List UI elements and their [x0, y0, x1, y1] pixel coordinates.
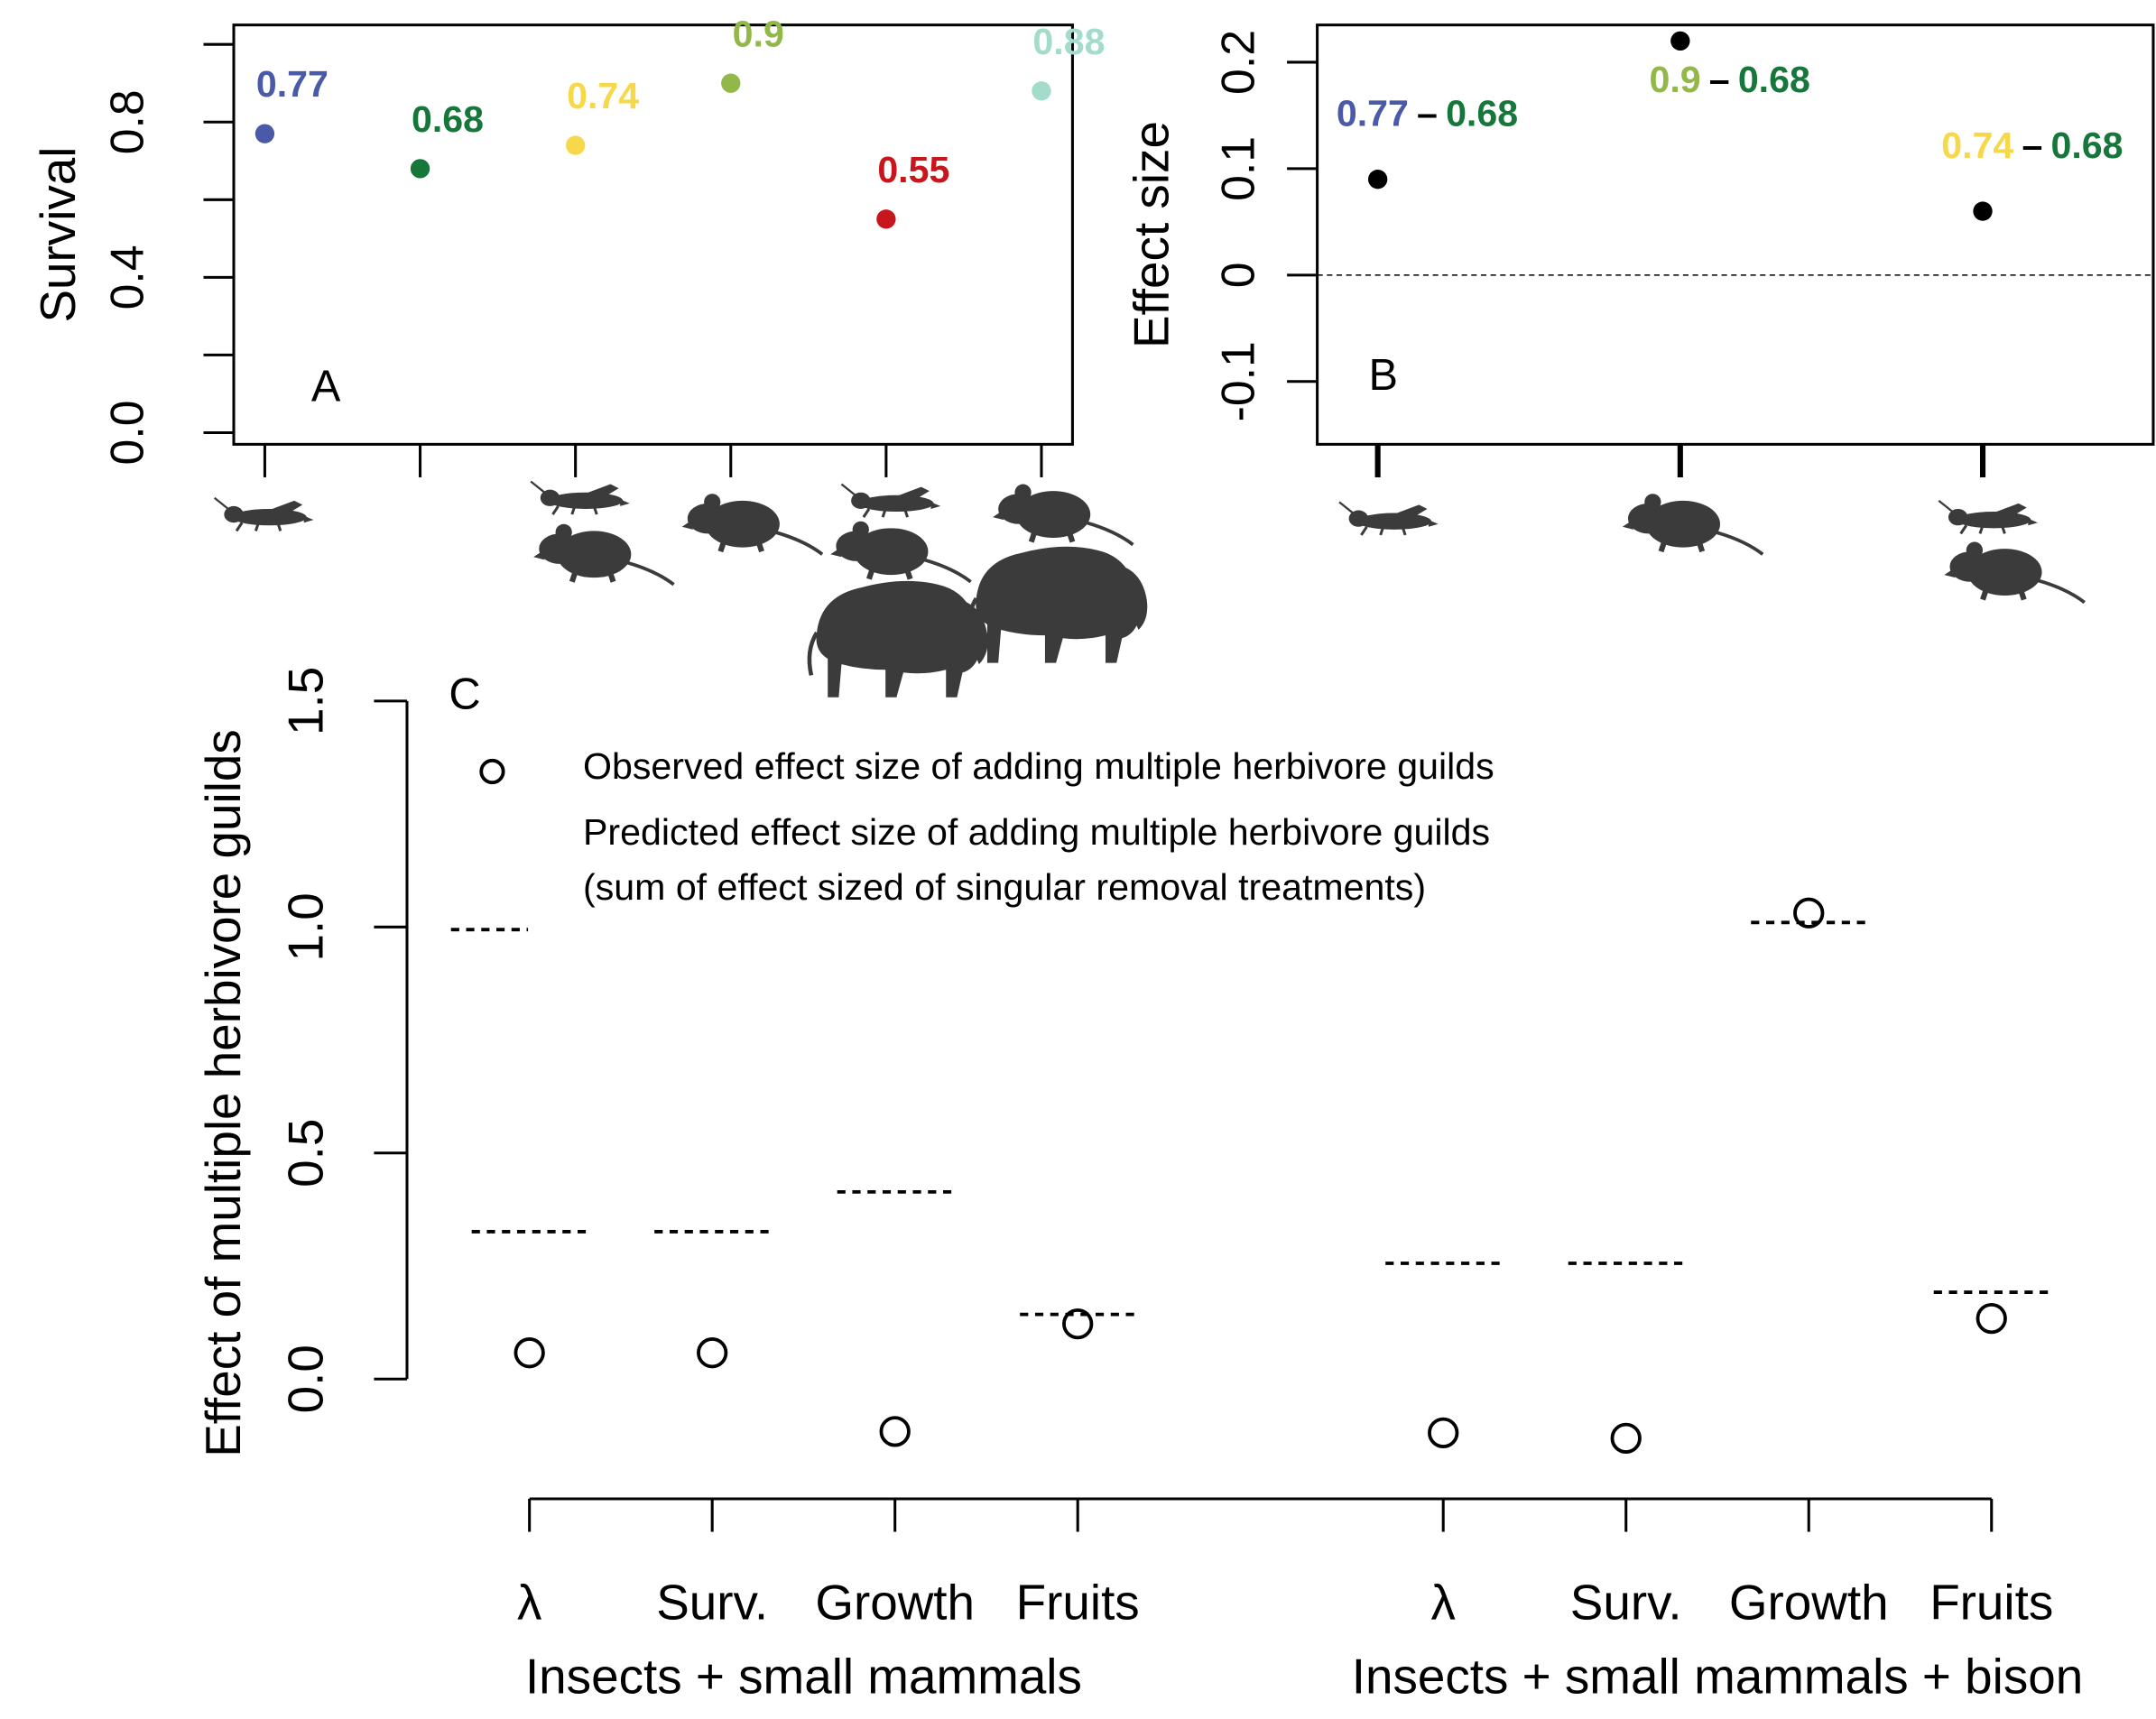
- label-part: –: [2022, 125, 2042, 166]
- icon-grasshopper: [1339, 502, 1439, 535]
- icon-mouse: [993, 485, 1133, 545]
- label-part: 0.77: [1337, 92, 1409, 134]
- y-tick-label: 0.2: [1211, 30, 1263, 95]
- group-label: Insects + small mammals + bison: [1352, 1649, 2084, 1705]
- y-axis-title: Survival: [30, 147, 86, 323]
- x-tick-label: λ: [517, 1574, 541, 1630]
- y-tick-label: 0.0: [100, 400, 153, 465]
- point: [411, 159, 430, 178]
- observed-point: [515, 1339, 542, 1366]
- value-label: 0.68: [412, 98, 484, 140]
- legend-note: (sum of effect sized of singular removal…: [583, 866, 1426, 908]
- point: [1973, 201, 1992, 220]
- legend-label: Observed effect size of adding multiple …: [583, 745, 1494, 787]
- y-tick-label: 0.0: [277, 1345, 333, 1413]
- icon-mouse: [830, 522, 970, 582]
- group-label: Insects + small mammals: [525, 1649, 1082, 1705]
- icon-grasshopper: [841, 485, 940, 518]
- observed-point: [1978, 1305, 2005, 1332]
- x-tick-label: λ: [1431, 1574, 1456, 1630]
- point: [566, 135, 585, 154]
- point: [1368, 170, 1387, 189]
- icon-grasshopper: [215, 498, 314, 531]
- page: {"chart_data": [ {"type": "scatter", "la…: [0, 0, 2156, 1719]
- icon-mouse: [1944, 542, 2084, 603]
- value-label: 0.74: [567, 75, 639, 116]
- label-part: 0.68: [1738, 59, 1810, 100]
- panel-letter: C: [449, 670, 480, 719]
- icon-bison: [969, 547, 1148, 663]
- observed-point: [1430, 1419, 1457, 1446]
- observed-point: [1612, 1425, 1639, 1452]
- label-part: 0.68: [2050, 125, 2123, 166]
- icon-mouse: [1623, 494, 1763, 554]
- value-label: 0.77: [256, 63, 328, 105]
- x-tick-label: Surv.: [656, 1574, 768, 1630]
- y-tick-label: 1.5: [277, 667, 333, 735]
- x-tick-label: Growth: [1729, 1574, 1889, 1630]
- point: [876, 209, 895, 228]
- x-tick-label: Growth: [815, 1574, 975, 1630]
- x-tick-label: Fruits: [1016, 1574, 1140, 1630]
- value-label: 0.74–0.68: [1941, 125, 2123, 166]
- figure: 0.0 0.4 0.8 Survival A 0.77 0.68 0.74 0.9 0.55 0.8…: [0, 0, 2156, 1719]
- y-axis-title: Effect size: [1123, 121, 1179, 348]
- label-part: –: [1709, 59, 1730, 100]
- value-label: 0.77–0.68: [1337, 92, 1518, 134]
- label-part: 0.9: [1649, 59, 1700, 100]
- icon-grasshopper: [531, 482, 630, 515]
- label-part: 0.68: [1446, 92, 1518, 134]
- icon-grasshopper: [1939, 501, 2038, 534]
- icon-bison: [810, 581, 988, 698]
- x-tick-label: Fruits: [1929, 1574, 2053, 1630]
- value-label: 0.9–0.68: [1649, 59, 1809, 100]
- point: [1032, 81, 1050, 100]
- value-label: 0.9: [733, 13, 784, 54]
- y-tick-label: 0.8: [100, 89, 153, 154]
- y-tick-label: 1.0: [277, 892, 333, 961]
- x-tick-label: Surv.: [1570, 1574, 1682, 1630]
- y-tick-label: 0.4: [100, 245, 153, 310]
- label-part: –: [1417, 92, 1438, 134]
- label-part: 0.74: [1941, 125, 2013, 166]
- panel-letter: A: [311, 362, 341, 411]
- y-axis-title: Effect of multiple herbivore guilds: [195, 729, 251, 1457]
- y-tick-label: -0.1: [1211, 341, 1263, 421]
- value-label: 0.55: [877, 149, 949, 190]
- point: [255, 124, 274, 143]
- plot-frame: [234, 25, 1072, 445]
- y-tick-label: 0.1: [1211, 136, 1263, 201]
- observed-point: [881, 1418, 908, 1445]
- value-label: 0.88: [1032, 21, 1105, 62]
- legend-label: Predicted effect size of adding multiple…: [583, 811, 1490, 853]
- icon-mouse: [533, 524, 673, 585]
- y-tick-label: 0.5: [277, 1119, 333, 1188]
- point: [1670, 32, 1689, 51]
- plot-frame: [1318, 25, 2153, 445]
- panel-letter: B: [1368, 351, 1398, 400]
- point: [721, 74, 740, 93]
- legend-marker: [481, 761, 503, 782]
- observed-point: [699, 1339, 726, 1366]
- icon-mouse: [682, 494, 822, 554]
- y-tick-label: 0: [1211, 262, 1263, 288]
